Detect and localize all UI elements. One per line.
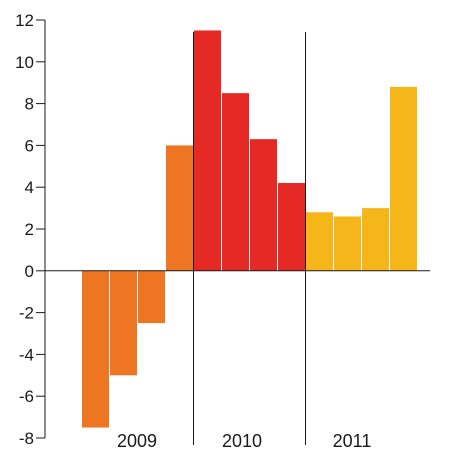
bar-2010-1 xyxy=(194,30,221,271)
bar-2010-3 xyxy=(250,139,277,271)
y-tick-label-4: 4 xyxy=(25,178,34,197)
x-group-label-2011: 2011 xyxy=(333,431,372,451)
bar-2010-2 xyxy=(222,93,249,271)
x-group-label-2009: 2009 xyxy=(117,431,157,451)
y-tick-label-12: 12 xyxy=(15,11,34,30)
bar-2011-1 xyxy=(306,212,333,271)
y-tick-label-2: 2 xyxy=(25,220,34,239)
y-tick-label--4: -4 xyxy=(19,345,34,364)
y-tick-label--6: -6 xyxy=(19,387,34,406)
labels-layer: -8 -6 -4 -2 0 2 4 6 8 10 12 2009 2010 2011 xyxy=(15,11,371,451)
bar-2009-2 xyxy=(110,270,137,376)
y-tick-label-8: 8 xyxy=(25,95,34,114)
bar-2011-4 xyxy=(390,86,417,271)
bar-2009-4 xyxy=(166,145,193,271)
axes-layer xyxy=(36,19,430,445)
y-tick-label-10: 10 xyxy=(15,53,34,72)
y-tick-label--8: -8 xyxy=(19,429,34,448)
bar-2009-1 xyxy=(82,270,109,428)
x-group-label-2010: 2010 xyxy=(222,431,262,451)
bar-2011-3 xyxy=(362,208,389,271)
y-tick-label-0: 0 xyxy=(25,262,34,281)
bars-layer xyxy=(82,30,417,428)
bar-2011-2 xyxy=(334,216,361,271)
bar-2009-3 xyxy=(138,270,165,324)
y-tick-label--2: -2 xyxy=(19,304,34,323)
y-tick-label-6: 6 xyxy=(25,136,34,155)
bar-2010-4 xyxy=(278,183,305,271)
